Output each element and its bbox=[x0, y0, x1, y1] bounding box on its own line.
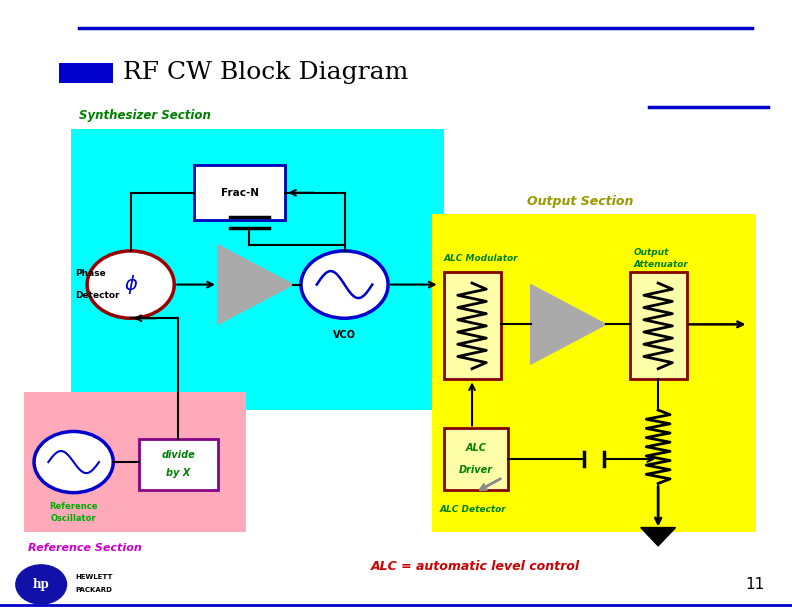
FancyBboxPatch shape bbox=[630, 272, 687, 379]
Text: divide: divide bbox=[162, 450, 195, 460]
FancyBboxPatch shape bbox=[139, 439, 218, 490]
Text: Attenuator: Attenuator bbox=[634, 260, 688, 269]
Text: Output: Output bbox=[634, 248, 669, 257]
Circle shape bbox=[301, 251, 388, 318]
FancyBboxPatch shape bbox=[444, 428, 508, 490]
Text: Phase: Phase bbox=[75, 269, 106, 278]
Text: HEWLETT: HEWLETT bbox=[75, 573, 112, 580]
Text: Driver: Driver bbox=[459, 465, 493, 475]
Text: ALC Modulator: ALC Modulator bbox=[444, 254, 518, 263]
Text: VCO: VCO bbox=[333, 330, 356, 340]
FancyBboxPatch shape bbox=[71, 129, 444, 410]
Text: Frac-N: Frac-N bbox=[221, 188, 258, 198]
Text: 11: 11 bbox=[745, 577, 764, 592]
Circle shape bbox=[16, 565, 67, 604]
FancyBboxPatch shape bbox=[432, 214, 756, 532]
Text: ALC Detector: ALC Detector bbox=[440, 505, 506, 514]
Text: RF CW Block Diagram: RF CW Block Diagram bbox=[123, 61, 408, 84]
Text: PACKARD: PACKARD bbox=[75, 587, 112, 593]
Text: Oscillator: Oscillator bbox=[51, 514, 97, 523]
Circle shape bbox=[34, 431, 113, 493]
FancyBboxPatch shape bbox=[59, 63, 113, 83]
Circle shape bbox=[87, 251, 174, 318]
Text: Synthesizer Section: Synthesizer Section bbox=[79, 110, 211, 122]
Text: ALC = automatic level control: ALC = automatic level control bbox=[371, 559, 580, 573]
Text: hp: hp bbox=[32, 578, 50, 591]
Text: Reference: Reference bbox=[49, 502, 98, 511]
Text: Reference Section: Reference Section bbox=[28, 543, 142, 553]
FancyBboxPatch shape bbox=[24, 392, 246, 532]
Text: Detector: Detector bbox=[75, 291, 120, 300]
Text: $\phi$: $\phi$ bbox=[124, 273, 138, 296]
Text: Output Section: Output Section bbox=[527, 195, 633, 208]
Polygon shape bbox=[641, 528, 676, 546]
FancyBboxPatch shape bbox=[444, 272, 501, 379]
FancyBboxPatch shape bbox=[194, 165, 285, 220]
Polygon shape bbox=[218, 245, 293, 324]
Text: ALC: ALC bbox=[466, 443, 486, 453]
Text: by X: by X bbox=[166, 468, 190, 479]
Polygon shape bbox=[531, 285, 606, 364]
